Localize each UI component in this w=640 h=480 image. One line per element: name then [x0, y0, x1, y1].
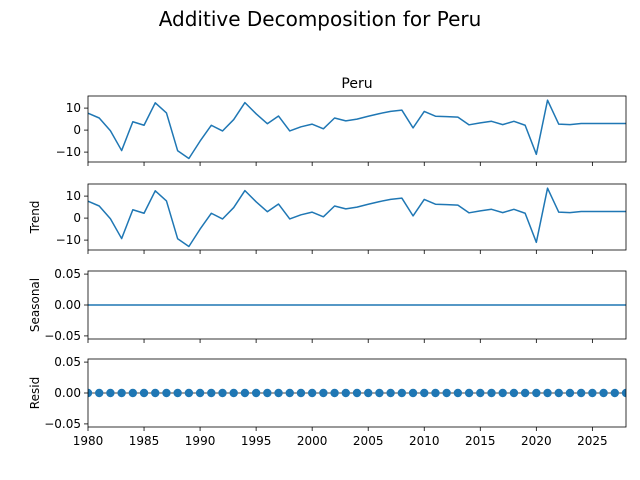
y-tick-label: −0.05	[44, 329, 81, 343]
x-tick-label: 2000	[297, 434, 328, 448]
axes-frame	[87, 270, 627, 340]
resid-point	[487, 388, 496, 398]
resid-point	[229, 388, 238, 398]
resid-point	[509, 388, 519, 398]
resid-point	[588, 388, 597, 398]
resid-point	[543, 388, 552, 398]
panel-title: Peru	[341, 76, 372, 92]
y-tick-label: −10	[56, 145, 81, 159]
resid-point	[520, 388, 530, 398]
resid-point	[207, 388, 216, 398]
x-tick-label: 1995	[241, 434, 272, 448]
y-tick-label: −10	[56, 233, 81, 247]
resid-point	[464, 388, 474, 398]
resid-point	[263, 388, 272, 398]
resid-point	[364, 388, 373, 398]
y-tick-label: 0.05	[54, 267, 81, 281]
resid-point	[576, 388, 586, 398]
y-tick-label: 0	[73, 211, 81, 225]
y-tick-label: −0.05	[44, 417, 81, 431]
resid-point	[442, 388, 451, 398]
y-axis-label: Seasonal	[28, 278, 42, 332]
resid-point	[599, 388, 608, 398]
resid-point	[319, 388, 328, 398]
resid-point	[296, 388, 306, 398]
x-tick-label: 1985	[129, 434, 160, 448]
resid-point	[375, 388, 384, 398]
axes-frame	[87, 95, 627, 163]
axes-frame	[87, 183, 627, 251]
resid-point	[352, 388, 362, 398]
resid-point	[218, 388, 227, 398]
resid-point	[386, 388, 395, 398]
resid-point	[195, 388, 205, 398]
y-tick-label: 10	[66, 189, 81, 203]
observed-line	[88, 99, 626, 160]
y-axis-label: Resid	[28, 377, 42, 409]
series-resid	[88, 388, 626, 398]
resid-point	[128, 388, 138, 398]
resid-point	[532, 388, 541, 398]
panel-seasonal: Seasonal−0.05 0.00 0.05	[28, 267, 627, 343]
x-tick-label: 2005	[353, 434, 384, 448]
y-tick-label: 0.00	[54, 386, 81, 400]
resid-point	[565, 388, 575, 398]
resid-point	[453, 388, 463, 398]
figure-title: Additive Decomposition for Peru	[159, 7, 482, 31]
resid-point	[151, 388, 160, 398]
resid-point	[251, 388, 261, 398]
resid-point	[173, 388, 182, 398]
series-observed	[88, 99, 626, 160]
resid-point	[139, 388, 149, 398]
resid-point	[341, 388, 350, 398]
panel-resid: Resid−0.05 0.00 0.05 1980 1985 1990 1995 2000 20…	[28, 355, 627, 448]
resid-point	[554, 388, 563, 398]
resid-point	[498, 388, 507, 398]
resid-point	[117, 388, 126, 398]
x-tick-label: 2010	[409, 434, 440, 448]
resid-point	[162, 388, 171, 398]
resid-point	[106, 388, 115, 398]
axes-frame	[87, 358, 627, 428]
resid-point	[274, 388, 283, 398]
x-tick-label: 1990	[185, 434, 216, 448]
resid-point	[408, 388, 418, 398]
resid-point	[420, 388, 429, 398]
y-tick-label: 0.05	[54, 355, 81, 369]
resid-point	[476, 388, 485, 398]
resid-point	[610, 388, 619, 398]
resid-point	[330, 388, 339, 398]
x-tick-label: 2020	[521, 434, 552, 448]
resid-point	[95, 388, 104, 398]
y-tick-label: 10	[66, 101, 81, 115]
x-tick-label: 2025	[577, 434, 608, 448]
x-tick-label: 1980	[73, 434, 104, 448]
x-tick-label: 2015	[465, 434, 496, 448]
series-trend	[88, 187, 626, 248]
y-axis-label: Trend	[28, 201, 42, 235]
resid-point	[431, 388, 440, 398]
panel-trend: Trend −10 0 10	[28, 183, 627, 254]
trend-line	[88, 187, 626, 248]
resid-point	[285, 388, 294, 398]
panel-observed: Peru −10 0 10	[56, 76, 627, 166]
y-tick-label: 0	[73, 123, 81, 137]
resid-point	[307, 388, 317, 398]
resid-point	[621, 388, 626, 398]
resid-point	[397, 388, 407, 398]
resid-point	[184, 388, 194, 398]
resid-point	[88, 388, 93, 398]
resid-point	[240, 388, 250, 398]
y-tick-label: 0.00	[54, 298, 81, 312]
